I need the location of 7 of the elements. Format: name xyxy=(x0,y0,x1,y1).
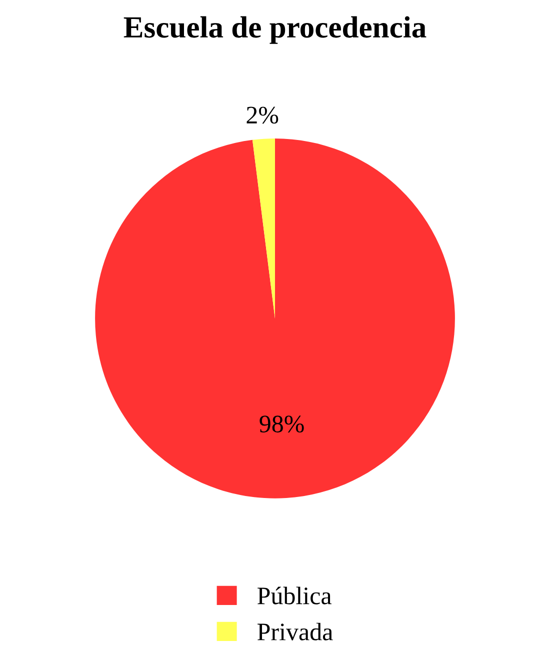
chart-title: Escuela de procedencia xyxy=(124,16,426,44)
data-label: 2% xyxy=(246,106,278,124)
pie-slice xyxy=(252,138,275,318)
pie-slice xyxy=(95,138,455,498)
legend-label: Privada xyxy=(258,622,333,640)
data-label: 98% xyxy=(260,416,304,433)
legend-label: Pública xyxy=(258,586,332,604)
